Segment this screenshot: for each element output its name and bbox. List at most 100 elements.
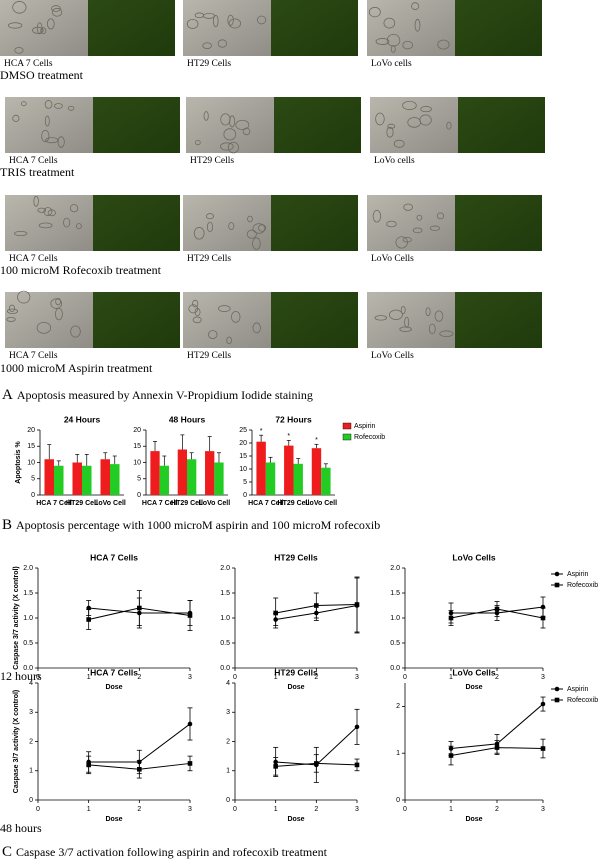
marker — [314, 761, 319, 766]
y-tick-label: 2 — [396, 703, 400, 710]
cell — [41, 129, 50, 143]
cell-line-label: HT29 Cells — [187, 59, 231, 69]
x-tick-label: 0 — [403, 674, 407, 681]
cell — [429, 225, 441, 231]
y-tick-label: 1.5 — [23, 590, 33, 597]
fluorescence-image — [455, 195, 542, 251]
y-tick-label: 0 — [396, 797, 400, 804]
x-tick-label: 3 — [541, 806, 545, 813]
y-tick-label: 10 — [27, 459, 35, 466]
cell — [437, 39, 450, 50]
cell — [228, 222, 235, 231]
cell — [212, 14, 219, 28]
legend-label: Aspirin — [354, 423, 376, 430]
cell — [9, 304, 16, 312]
y-tick-label: 2 — [29, 738, 33, 745]
marker — [554, 686, 560, 692]
y-tick-label: 1.5 — [220, 590, 230, 597]
caption-letter: A — [2, 387, 13, 403]
marker — [354, 762, 360, 768]
cell — [228, 18, 242, 29]
cell — [33, 195, 39, 207]
cell — [76, 223, 82, 230]
x-tick-label: 1 — [87, 806, 91, 813]
y-tick-label: 20 — [133, 427, 141, 434]
x-tick-label: 3 — [355, 674, 359, 681]
cell — [6, 308, 18, 314]
chart-title: HT29 Cells — [274, 552, 318, 562]
marker — [554, 571, 560, 577]
y-tick-label: 0.0 — [220, 665, 230, 672]
legend-label: Rofecoxib — [354, 434, 385, 441]
fluorescence-image — [93, 195, 180, 251]
cell — [6, 316, 16, 322]
chart-title: HCA 7 Cells — [90, 552, 138, 562]
cell — [436, 212, 445, 220]
time-label: 48 hours — [0, 821, 42, 835]
brightfield-image — [370, 97, 458, 153]
cell — [386, 126, 394, 138]
y-tick-label: 15 — [133, 443, 141, 450]
y-tick-label: 0 — [226, 797, 230, 804]
fluorescence-image — [93, 97, 180, 153]
y-tick-label: 5 — [243, 479, 247, 486]
marker — [86, 617, 91, 622]
y-tick-label: 0.0 — [23, 665, 33, 672]
cell — [372, 209, 382, 223]
marker — [354, 602, 360, 607]
x-axis-label: Dose — [465, 816, 482, 823]
legend-swatch — [342, 433, 352, 441]
y-tick-label: 0 — [29, 797, 33, 804]
fluorescence-image — [271, 0, 358, 56]
y-tick-label: 0 — [243, 492, 247, 499]
y-tick-label: 5 — [31, 476, 35, 483]
bar — [72, 462, 82, 495]
x-tick-label: LoVo Cell — [94, 500, 126, 507]
bar — [293, 463, 303, 495]
cell-line-label: HT29 Cells — [190, 156, 234, 166]
y-tick-label: 4 — [29, 680, 33, 687]
cell — [231, 310, 241, 323]
y-axis-label: Apoptosis % — [15, 441, 22, 484]
cell — [194, 308, 201, 317]
caption-text: Caspase 3/7 activation following aspirin… — [16, 845, 328, 859]
caption: C Caspase 3/7 activation following aspiri… — [2, 844, 328, 860]
x-tick-label: 0 — [403, 806, 407, 813]
cell-line-label: HCA 7 Cells — [9, 156, 58, 166]
cell — [390, 45, 396, 53]
x-tick-label: 0 — [36, 674, 40, 681]
fluorescence-image — [93, 292, 180, 348]
y-tick-label: 1 — [29, 768, 33, 775]
y-tick-label: 2.0 — [390, 565, 400, 572]
cell — [202, 42, 212, 50]
x-axis-label: Dose — [287, 684, 304, 691]
x-tick-label: 3 — [355, 806, 359, 813]
cell — [192, 299, 199, 308]
cell — [14, 47, 24, 54]
cell — [220, 113, 231, 126]
treatment-label: DMSO treatment — [0, 68, 84, 82]
brightfield-image — [367, 0, 455, 56]
fluorescence-image — [455, 0, 542, 56]
treatment-label: 100 microM Rofecoxib treatment — [0, 263, 162, 277]
marker — [494, 745, 500, 750]
bar — [321, 467, 331, 495]
y-tick-label: 0.5 — [390, 640, 400, 647]
marker — [354, 724, 360, 730]
cell — [205, 213, 214, 220]
cell — [383, 17, 396, 29]
legend-label: Rofecoxib — [567, 697, 598, 704]
chart-title: HT29 Cells — [274, 667, 318, 677]
y-tick-label: 10 — [133, 459, 141, 466]
x-tick-label: 2 — [495, 806, 499, 813]
x-tick-label: 2 — [314, 806, 318, 813]
x-tick-label: 1 — [449, 806, 453, 813]
cell — [217, 39, 228, 48]
x-tick-label: 2 — [495, 674, 499, 681]
cell — [420, 106, 432, 113]
cell — [246, 229, 257, 239]
annotation: * — [260, 428, 263, 435]
x-tick-label: 0 — [233, 806, 237, 813]
cell — [63, 217, 71, 228]
cell — [257, 15, 267, 25]
